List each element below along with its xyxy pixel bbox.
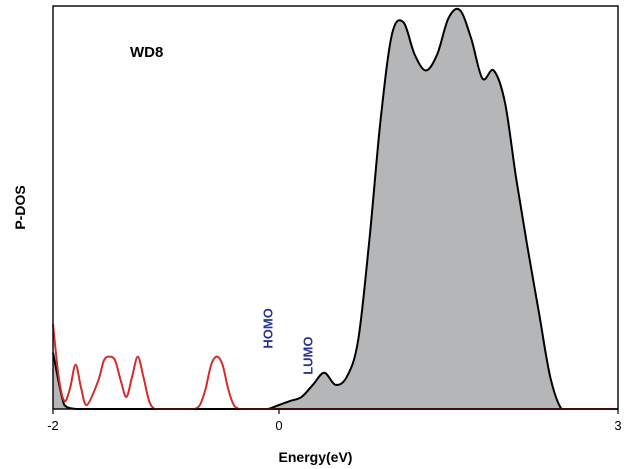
x-axis-ticks: -2 0 3 [47, 409, 622, 433]
annotation-lumo: LUMO [300, 337, 315, 375]
x-tick-label: 0 [275, 418, 282, 433]
total-dos-area [53, 8, 618, 409]
x-axis-title: Energy(eV) [279, 449, 353, 465]
panel-label: WD8 [130, 44, 163, 61]
x-tick-label: 3 [614, 418, 621, 433]
x-tick-label: -2 [47, 418, 59, 433]
plot-frame [52, 5, 619, 410]
plot-area [52, 7, 618, 410]
y-axis-title: P-DOS [12, 185, 28, 229]
annotation-homo: HOMO [261, 308, 276, 348]
annotations: HOMO LUMO [261, 308, 316, 375]
